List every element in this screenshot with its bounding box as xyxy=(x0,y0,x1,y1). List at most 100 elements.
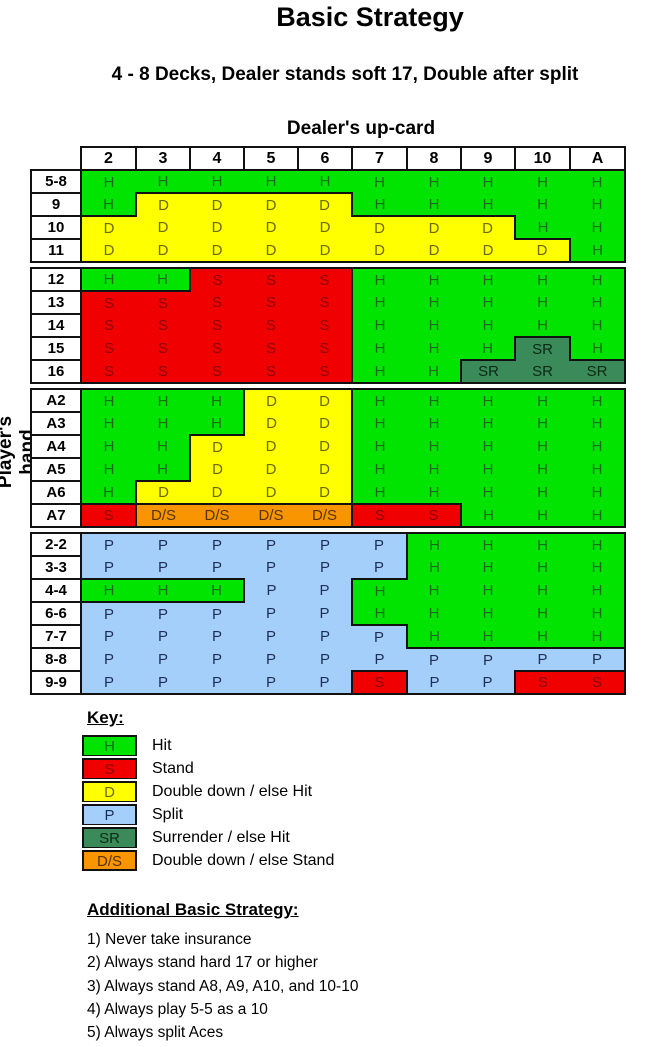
strategy-cell: S xyxy=(136,337,190,360)
strategy-cell: H xyxy=(351,388,407,412)
strategy-cell: P xyxy=(80,532,136,556)
strategy-cell: S xyxy=(244,360,298,384)
strategy-cell: P xyxy=(244,556,298,579)
strategy-cell: D xyxy=(352,239,407,263)
strategy-cell: H xyxy=(407,337,461,360)
strategy-cell: H xyxy=(461,625,515,649)
strategy-cell: S xyxy=(298,360,353,384)
strategy-cell: H xyxy=(461,291,515,314)
table-row: A3 H H H D D H H H H H xyxy=(30,411,626,436)
strategy-cell: D xyxy=(298,435,353,458)
key-item: S Stand xyxy=(82,757,334,780)
strategy-cell: H xyxy=(244,169,298,194)
key-item: D Double down / else Hit xyxy=(82,780,334,803)
strategy-cell: H xyxy=(351,458,407,481)
key-label: Double down / else Hit xyxy=(152,782,313,800)
table-row: 2-2 P P P P P P H H H H xyxy=(30,532,626,557)
additional-strategy-title: Additional Basic Strategy: xyxy=(87,900,299,919)
strategy-cell: P xyxy=(352,648,407,672)
strategy-cell: S xyxy=(351,503,407,528)
strategy-cell: H xyxy=(570,625,626,649)
strategy-cell: P xyxy=(244,671,298,695)
strategy-cell: P xyxy=(136,648,190,671)
strategy-cell: SR xyxy=(460,359,515,384)
strategy-cell: S xyxy=(80,360,136,384)
strategy-cell: D/S xyxy=(190,503,244,528)
dealer-card-a: A xyxy=(569,146,626,171)
strategy-cell: H xyxy=(351,412,407,435)
strategy-cell: D xyxy=(243,388,298,412)
strategy-cell: S xyxy=(244,314,298,337)
table-row: 9-9 P P P P P S P P S S xyxy=(30,670,626,695)
table-row: A4 H H D D D H H H H H xyxy=(30,434,626,459)
key-swatch-s: S xyxy=(82,758,137,779)
strategy-cell: H xyxy=(461,532,515,556)
strategy-cell: D/S xyxy=(244,503,298,528)
strategy-cell: S xyxy=(80,314,136,337)
strategy-cell: P xyxy=(352,624,408,648)
strategy-cell: H xyxy=(351,360,407,384)
strategy-cell: H xyxy=(407,388,461,412)
key-swatch-ds: D/S xyxy=(82,850,137,871)
strategy-cell: H xyxy=(80,435,136,458)
key-swatch-d: D xyxy=(82,781,137,802)
strategy-cell: P xyxy=(244,532,298,556)
strategy-cell: D xyxy=(190,239,244,263)
strategy-cell: H xyxy=(351,337,407,360)
strategy-cell: D xyxy=(461,239,515,263)
strategy-cell: D xyxy=(243,412,298,435)
strategy-cell: D xyxy=(244,481,298,505)
key-item: SR Surrender / else Hit xyxy=(82,826,334,849)
strategy-cell: S xyxy=(351,670,408,695)
strategy-cell: D xyxy=(407,215,461,239)
strategy-cell: H xyxy=(570,504,626,528)
strategy-cell: S xyxy=(136,290,190,314)
table-row: A6 H D D D D H H H H H xyxy=(30,480,626,505)
strategy-cell: H xyxy=(515,481,570,504)
player-hand-2-2: 2-2 xyxy=(30,532,82,557)
page-title: Basic Strategy xyxy=(276,2,464,32)
strategy-cell: H xyxy=(515,412,570,435)
strategy-cell: H xyxy=(515,388,570,412)
strategy-cell: D xyxy=(136,216,190,239)
table-row: 15 S S S S S H H H SR H xyxy=(30,336,626,361)
player-hand-15: 15 xyxy=(30,336,82,361)
table-row: A5 H H D D D H H H H H xyxy=(30,457,626,482)
strategy-cell: P xyxy=(190,556,244,580)
table-row: 7-7 P P P P P P H H H H xyxy=(30,624,626,649)
strategy-cell: H xyxy=(461,481,515,504)
strategy-cell: H xyxy=(461,602,515,625)
key-legend: H Hit S Stand D Double down / else Hit P Split S… xyxy=(82,734,334,872)
strategy-cell: H xyxy=(80,458,136,481)
section-separator xyxy=(31,261,625,269)
player-hand-13: 13 xyxy=(30,290,82,315)
strategy-cell: P xyxy=(298,648,352,671)
strategy-cell: S xyxy=(136,314,190,337)
strategy-cell: P xyxy=(243,579,298,602)
dealer-card-header-row: 2 3 4 5 6 7 8 9 10 A xyxy=(31,146,626,171)
key-label: Stand xyxy=(152,759,194,777)
strategy-cell: D xyxy=(244,216,298,239)
strategy-cell: D xyxy=(298,412,353,435)
strategy-cell: H xyxy=(407,267,461,291)
key-swatch-sr: SR xyxy=(82,827,137,848)
strategy-cell: D xyxy=(80,239,136,263)
key-label: Hit xyxy=(152,736,172,754)
player-hand-8-8: 8-8 xyxy=(30,647,82,672)
key-swatch-p: P xyxy=(82,804,137,825)
player-hand-4-4: 4-4 xyxy=(30,578,82,603)
table-row: 3-3 P P P P P P H H H H xyxy=(30,555,626,580)
player-hand-a7: A7 xyxy=(30,503,82,528)
dealer-card-10: 10 xyxy=(514,146,571,171)
table-row: 12 H H S S S H H H H H xyxy=(30,267,626,292)
strategy-cell: H xyxy=(515,579,570,602)
strategy-cell: H xyxy=(136,169,190,194)
table-row: 5-8 H H H H H H H H H H xyxy=(30,169,626,194)
strategy-cell: P xyxy=(136,532,190,556)
strategy-cell: H xyxy=(190,412,245,436)
strategy-cell: S xyxy=(570,670,626,695)
strategy-cell: H xyxy=(515,625,570,649)
strategy-cell: S xyxy=(298,337,353,360)
strategy-cell: D xyxy=(407,239,461,263)
strategy-cell: P xyxy=(190,601,244,625)
